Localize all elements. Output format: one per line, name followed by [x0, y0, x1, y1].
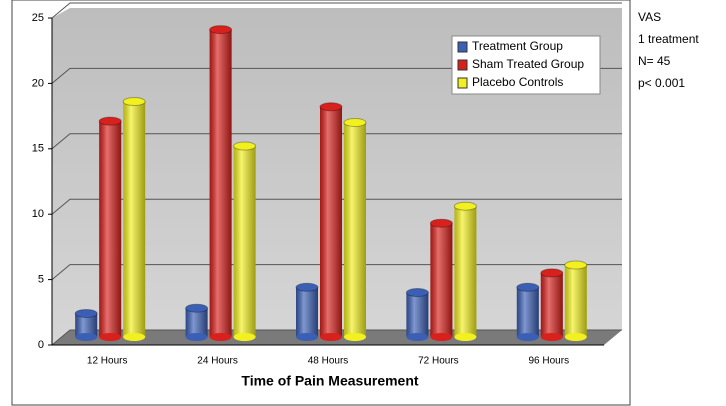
bar-shade	[430, 223, 453, 337]
bar	[98, 116, 122, 341]
bar	[122, 97, 146, 341]
grid-line	[51, 67, 622, 84]
bar-top	[453, 201, 477, 211]
legend-label: Placebo Controls	[472, 75, 563, 89]
grid-line	[51, 198, 622, 215]
bar-shade	[123, 101, 146, 337]
bar	[564, 260, 588, 341]
bar-top	[98, 116, 122, 126]
bar-bottom	[233, 333, 256, 341]
bar-bottom	[564, 333, 587, 341]
legend-label: Treatment Group	[472, 39, 563, 53]
bar-shade	[540, 272, 563, 337]
bar-top	[295, 282, 319, 292]
bar-top	[185, 303, 209, 313]
x-tick-label: 72 Hours	[418, 356, 459, 367]
bar	[319, 102, 343, 341]
y-tick-label: 15	[32, 143, 44, 155]
bar	[429, 218, 453, 341]
bar-top	[343, 117, 367, 127]
bar-shade	[99, 121, 122, 338]
bar-bottom	[185, 333, 208, 341]
bar-top	[564, 260, 588, 270]
x-tick-label: 24 Hours	[197, 356, 238, 367]
bar-bottom	[75, 333, 98, 341]
bar	[405, 288, 429, 341]
annotation: p< 0.001	[638, 76, 685, 90]
bar-shade	[344, 122, 366, 337]
bar-top	[405, 288, 429, 298]
bar-top	[122, 97, 146, 107]
bar-shade	[406, 292, 429, 337]
bar-bottom	[344, 333, 366, 341]
grid-line	[51, 2, 622, 19]
x-axis-label: Time of Pain Measurement	[241, 373, 418, 389]
x-tick-label: 48 Hours	[308, 356, 349, 367]
bar-bottom	[99, 333, 122, 341]
bar	[74, 308, 98, 341]
bar	[540, 268, 564, 341]
annotation: N= 45	[638, 54, 671, 68]
bar-shade	[320, 106, 342, 338]
bar-top	[74, 308, 98, 318]
bar-top	[209, 25, 233, 35]
bar-top	[540, 268, 564, 278]
y-tick-label: 10	[32, 208, 44, 220]
x-tick-label: 12 Hours	[87, 356, 128, 367]
y-tick-label: 20	[32, 77, 44, 89]
bar-top	[429, 218, 453, 228]
annotation: 1 treatment	[638, 32, 699, 46]
bar	[185, 303, 209, 341]
bar-bottom	[540, 333, 563, 341]
annotation: VAS	[638, 10, 661, 24]
bar-bottom	[430, 333, 453, 341]
bar-shade	[75, 313, 98, 337]
bar-bottom	[516, 333, 539, 341]
bar	[233, 141, 257, 341]
y-tick-label: 5	[38, 274, 44, 286]
bar-bottom	[406, 333, 429, 341]
bar-shade	[564, 265, 587, 337]
legend-swatch	[457, 77, 468, 89]
bar-bottom	[296, 333, 318, 341]
bar-bottom	[454, 333, 477, 341]
grid-line	[51, 133, 622, 150]
bar	[209, 25, 233, 341]
bar-shade	[185, 308, 208, 337]
frame	[11, 0, 631, 406]
bar-top	[516, 282, 540, 292]
bar	[295, 282, 319, 341]
bar	[516, 282, 540, 341]
bar	[343, 117, 367, 341]
bar-top	[233, 141, 257, 151]
bar-shade	[209, 29, 232, 338]
bar-shade	[233, 146, 256, 337]
legend-label: Sham Treated Group	[472, 57, 584, 71]
legend-swatch	[457, 41, 468, 53]
bar	[453, 201, 477, 341]
bar-shade	[454, 206, 477, 337]
bar-bottom	[320, 333, 342, 341]
bar-bottom	[123, 333, 146, 341]
legend-box	[451, 35, 601, 95]
bar-bottom	[209, 333, 232, 341]
legend-swatch	[457, 59, 468, 71]
bar-top	[319, 102, 343, 112]
y-tick-label: 0	[38, 339, 44, 351]
x-tick-label: 96 Hours	[529, 356, 570, 367]
y-tick-label: 25	[32, 12, 44, 24]
bar-shade	[516, 287, 539, 337]
bar-shade	[296, 287, 318, 337]
